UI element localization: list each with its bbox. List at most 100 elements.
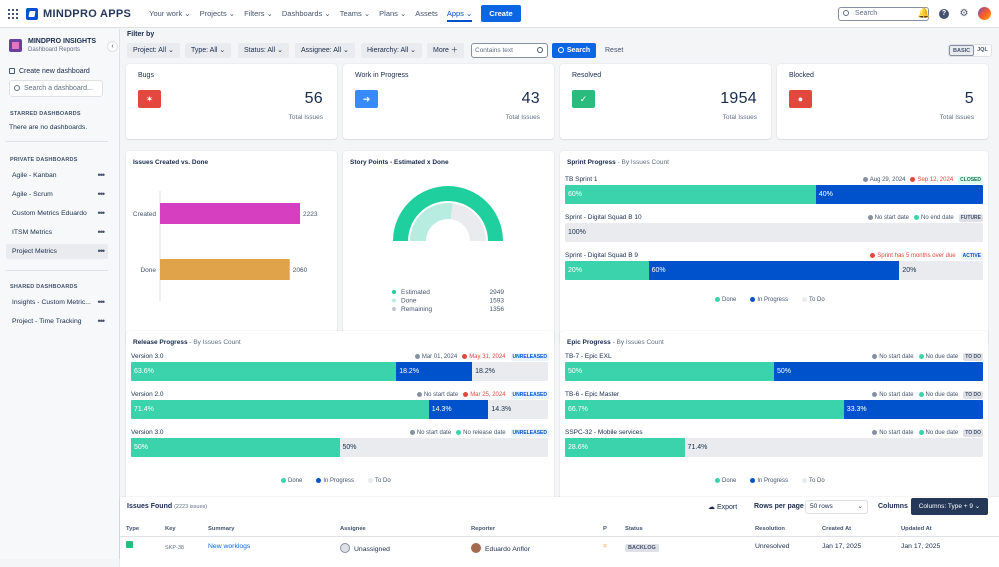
search-button[interactable]: Search: [552, 43, 596, 58]
more-options-icon[interactable]: •••: [97, 208, 106, 218]
sidebar-item-itsm-metrics[interactable]: ITSM Metrics •••: [6, 225, 108, 240]
progress-bar[interactable]: 63.6% 18.2% 18.2%: [131, 362, 548, 381]
more-options-icon[interactable]: •••: [97, 316, 106, 326]
progress-row-name[interactable]: Version 2.0: [131, 391, 164, 398]
progress-bar[interactable]: 60% 40%: [565, 185, 983, 204]
progress-bar[interactable]: 28.6% 71.4%: [565, 438, 983, 457]
status-tag: ACTIVE: [960, 252, 983, 260]
jql-mode-option[interactable]: JQL: [977, 47, 988, 53]
progress-row-name[interactable]: TB-7 - Epic EXL: [565, 353, 612, 360]
progress-bar[interactable]: 100%: [565, 223, 983, 242]
query-mode-toggle[interactable]: BASIC JQL: [948, 44, 992, 57]
app-switcher-icon[interactable]: [8, 8, 18, 19]
progress-row-meta: No start date No end date FUTURE: [867, 214, 983, 222]
progress-bar[interactable]: 50% 50%: [565, 362, 983, 381]
nav-assets[interactable]: Assets: [415, 9, 438, 18]
notifications-icon[interactable]: 🔔: [917, 8, 931, 19]
kpi-card-wip[interactable]: Work in Progress ➜ 43 Total Issues: [343, 64, 554, 139]
hierarchy-filter[interactable]: Hierarchy: All ⌄: [361, 43, 423, 58]
type-filter[interactable]: Type: All ⌄: [185, 43, 232, 58]
basic-mode-option[interactable]: BASIC: [949, 45, 975, 56]
col-summary[interactable]: Summary: [208, 526, 235, 532]
col-created[interactable]: Created At: [822, 526, 852, 532]
issue-key[interactable]: SKP-38: [165, 545, 184, 551]
progress-row-name[interactable]: SSPC-32 - Mobile services: [565, 429, 643, 436]
release-progress-card: Release Progress - By Issues Count Versi…: [126, 331, 554, 523]
sidebar-item-project-metrics[interactable]: Project Metrics •••: [6, 244, 108, 259]
sidebar-item-insights-custom[interactable]: Insights - Custom Metric... •••: [6, 295, 108, 310]
project-subtitle: Dashboard Reports: [28, 47, 81, 53]
create-button[interactable]: Create: [481, 5, 521, 22]
col-type[interactable]: Type: [126, 526, 140, 532]
nav-teams[interactable]: Teams ⌄: [339, 9, 371, 18]
more-options-icon[interactable]: •••: [97, 297, 106, 307]
col-status[interactable]: Status: [625, 526, 643, 532]
issue-resolution: Unresolved: [755, 543, 790, 550]
chart-title: Story Points - Estimated x Done: [350, 159, 449, 166]
contains-text-input[interactable]: Contains text: [471, 43, 548, 58]
more-filters-button[interactable]: More ＋: [427, 43, 464, 58]
progress-row-name[interactable]: Version 3.0: [131, 353, 164, 360]
progress-segment-todo: 50%: [339, 438, 548, 457]
progress-segment-done: 50%: [565, 362, 774, 381]
sidebar-item-custom-metrics[interactable]: Custom Metrics Eduardo •••: [6, 206, 108, 221]
rows-per-page-select[interactable]: 50 rows ⌄: [805, 500, 868, 514]
col-reporter[interactable]: Reporter: [471, 526, 496, 532]
global-search-input[interactable]: Search: [838, 7, 929, 21]
nav-your-work[interactable]: Your work ⌄: [149, 9, 191, 18]
progress-bar[interactable]: 20% 60% 20%: [565, 261, 983, 280]
brand-name[interactable]: MINDPRO APPS: [43, 7, 132, 20]
kpi-card-resolved[interactable]: Resolved ✓ 1954 Total Issues: [560, 64, 771, 139]
nav-filters[interactable]: Filters ⌄: [244, 9, 273, 18]
card-title: Release Progress - By Issues Count: [133, 339, 241, 346]
sidebar-item-agile-kanban[interactable]: Agile - Kanban •••: [6, 168, 108, 183]
sidebar-item-time-tracking[interactable]: Project - Time Tracking •••: [6, 314, 108, 329]
issue-summary-link[interactable]: New worklogs: [208, 543, 251, 550]
col-key[interactable]: Key: [165, 526, 176, 532]
progress-row-name[interactable]: Version 3.0: [131, 429, 164, 436]
col-resolution[interactable]: Resolution: [755, 526, 785, 532]
progress-bar[interactable]: 71.4% 14.3% 14.3%: [131, 400, 548, 419]
reset-button[interactable]: Reset: [605, 47, 624, 54]
progress-row-name[interactable]: Sprint - Digital Squad B 10: [565, 214, 642, 221]
legend-item: To Do: [802, 297, 825, 303]
status-filter[interactable]: Status: All ⌄: [238, 43, 289, 58]
more-options-icon[interactable]: •••: [97, 246, 106, 256]
assignee-filter[interactable]: Assignee: All ⌄: [295, 43, 355, 58]
col-assignee[interactable]: Assignee: [340, 526, 366, 532]
progress-bar[interactable]: 50% 50%: [131, 438, 548, 457]
collapse-sidebar-button[interactable]: ‹: [107, 41, 118, 52]
project-header[interactable]: MINDPRO INSIGHTS Dashboard Reports: [9, 38, 96, 53]
columns-select-button[interactable]: Columns: Type + 9 ⌄: [911, 498, 988, 515]
progress-row-meta: No start date No release date UNRELEASED: [409, 429, 549, 437]
col-updated[interactable]: Updated At: [901, 526, 932, 532]
progress-bar[interactable]: 66.7% 33.3%: [565, 400, 983, 419]
progress-row-name[interactable]: Sprint - Digital Squad B 9: [565, 252, 638, 259]
nav-plans[interactable]: Plans ⌄: [379, 9, 407, 18]
create-dashboard-link[interactable]: Create new dashboard: [9, 68, 90, 75]
nav-apps[interactable]: Apps ⌄: [446, 9, 473, 22]
nav-projects[interactable]: Projects ⌄: [199, 9, 236, 18]
issue-status-badge[interactable]: BACKLOG: [625, 544, 659, 552]
progress-row-name[interactable]: TB-6 - Epic Master: [565, 391, 620, 398]
search-icon: [843, 10, 849, 16]
end-date: No due date: [918, 391, 958, 398]
more-options-icon[interactable]: •••: [97, 227, 106, 237]
kpi-card-bugs[interactable]: Bugs ✶ 56 Total Issues: [126, 64, 337, 139]
nav-dashboards[interactable]: Dashboards ⌄: [281, 9, 331, 18]
user-avatar[interactable]: [978, 7, 991, 20]
sidebar-item-agile-scrum[interactable]: Agile - Scrum •••: [6, 187, 108, 202]
export-button[interactable]: ☁ Export: [708, 504, 738, 511]
kpi-title: Work in Progress: [355, 72, 409, 79]
col-priority[interactable]: P: [603, 526, 607, 532]
progress-row-name[interactable]: TB Sprint 1: [565, 176, 598, 183]
project-filter[interactable]: Project: All ⌄: [127, 43, 180, 58]
kpi-card-blocked[interactable]: Blocked ● 5 Total Issues: [777, 64, 988, 139]
progress-row-meta: No start date Mar 25, 2024 UNRELEASED: [416, 391, 549, 399]
more-options-icon[interactable]: •••: [97, 189, 106, 199]
more-options-icon[interactable]: •••: [97, 170, 106, 180]
dashboard-search-input[interactable]: Search a dashboard...: [9, 80, 103, 97]
starred-heading: STARRED DASHBOARDS: [10, 111, 81, 117]
help-icon[interactable]: ?: [938, 8, 950, 20]
settings-gear-icon[interactable]: ⚙: [959, 8, 969, 19]
